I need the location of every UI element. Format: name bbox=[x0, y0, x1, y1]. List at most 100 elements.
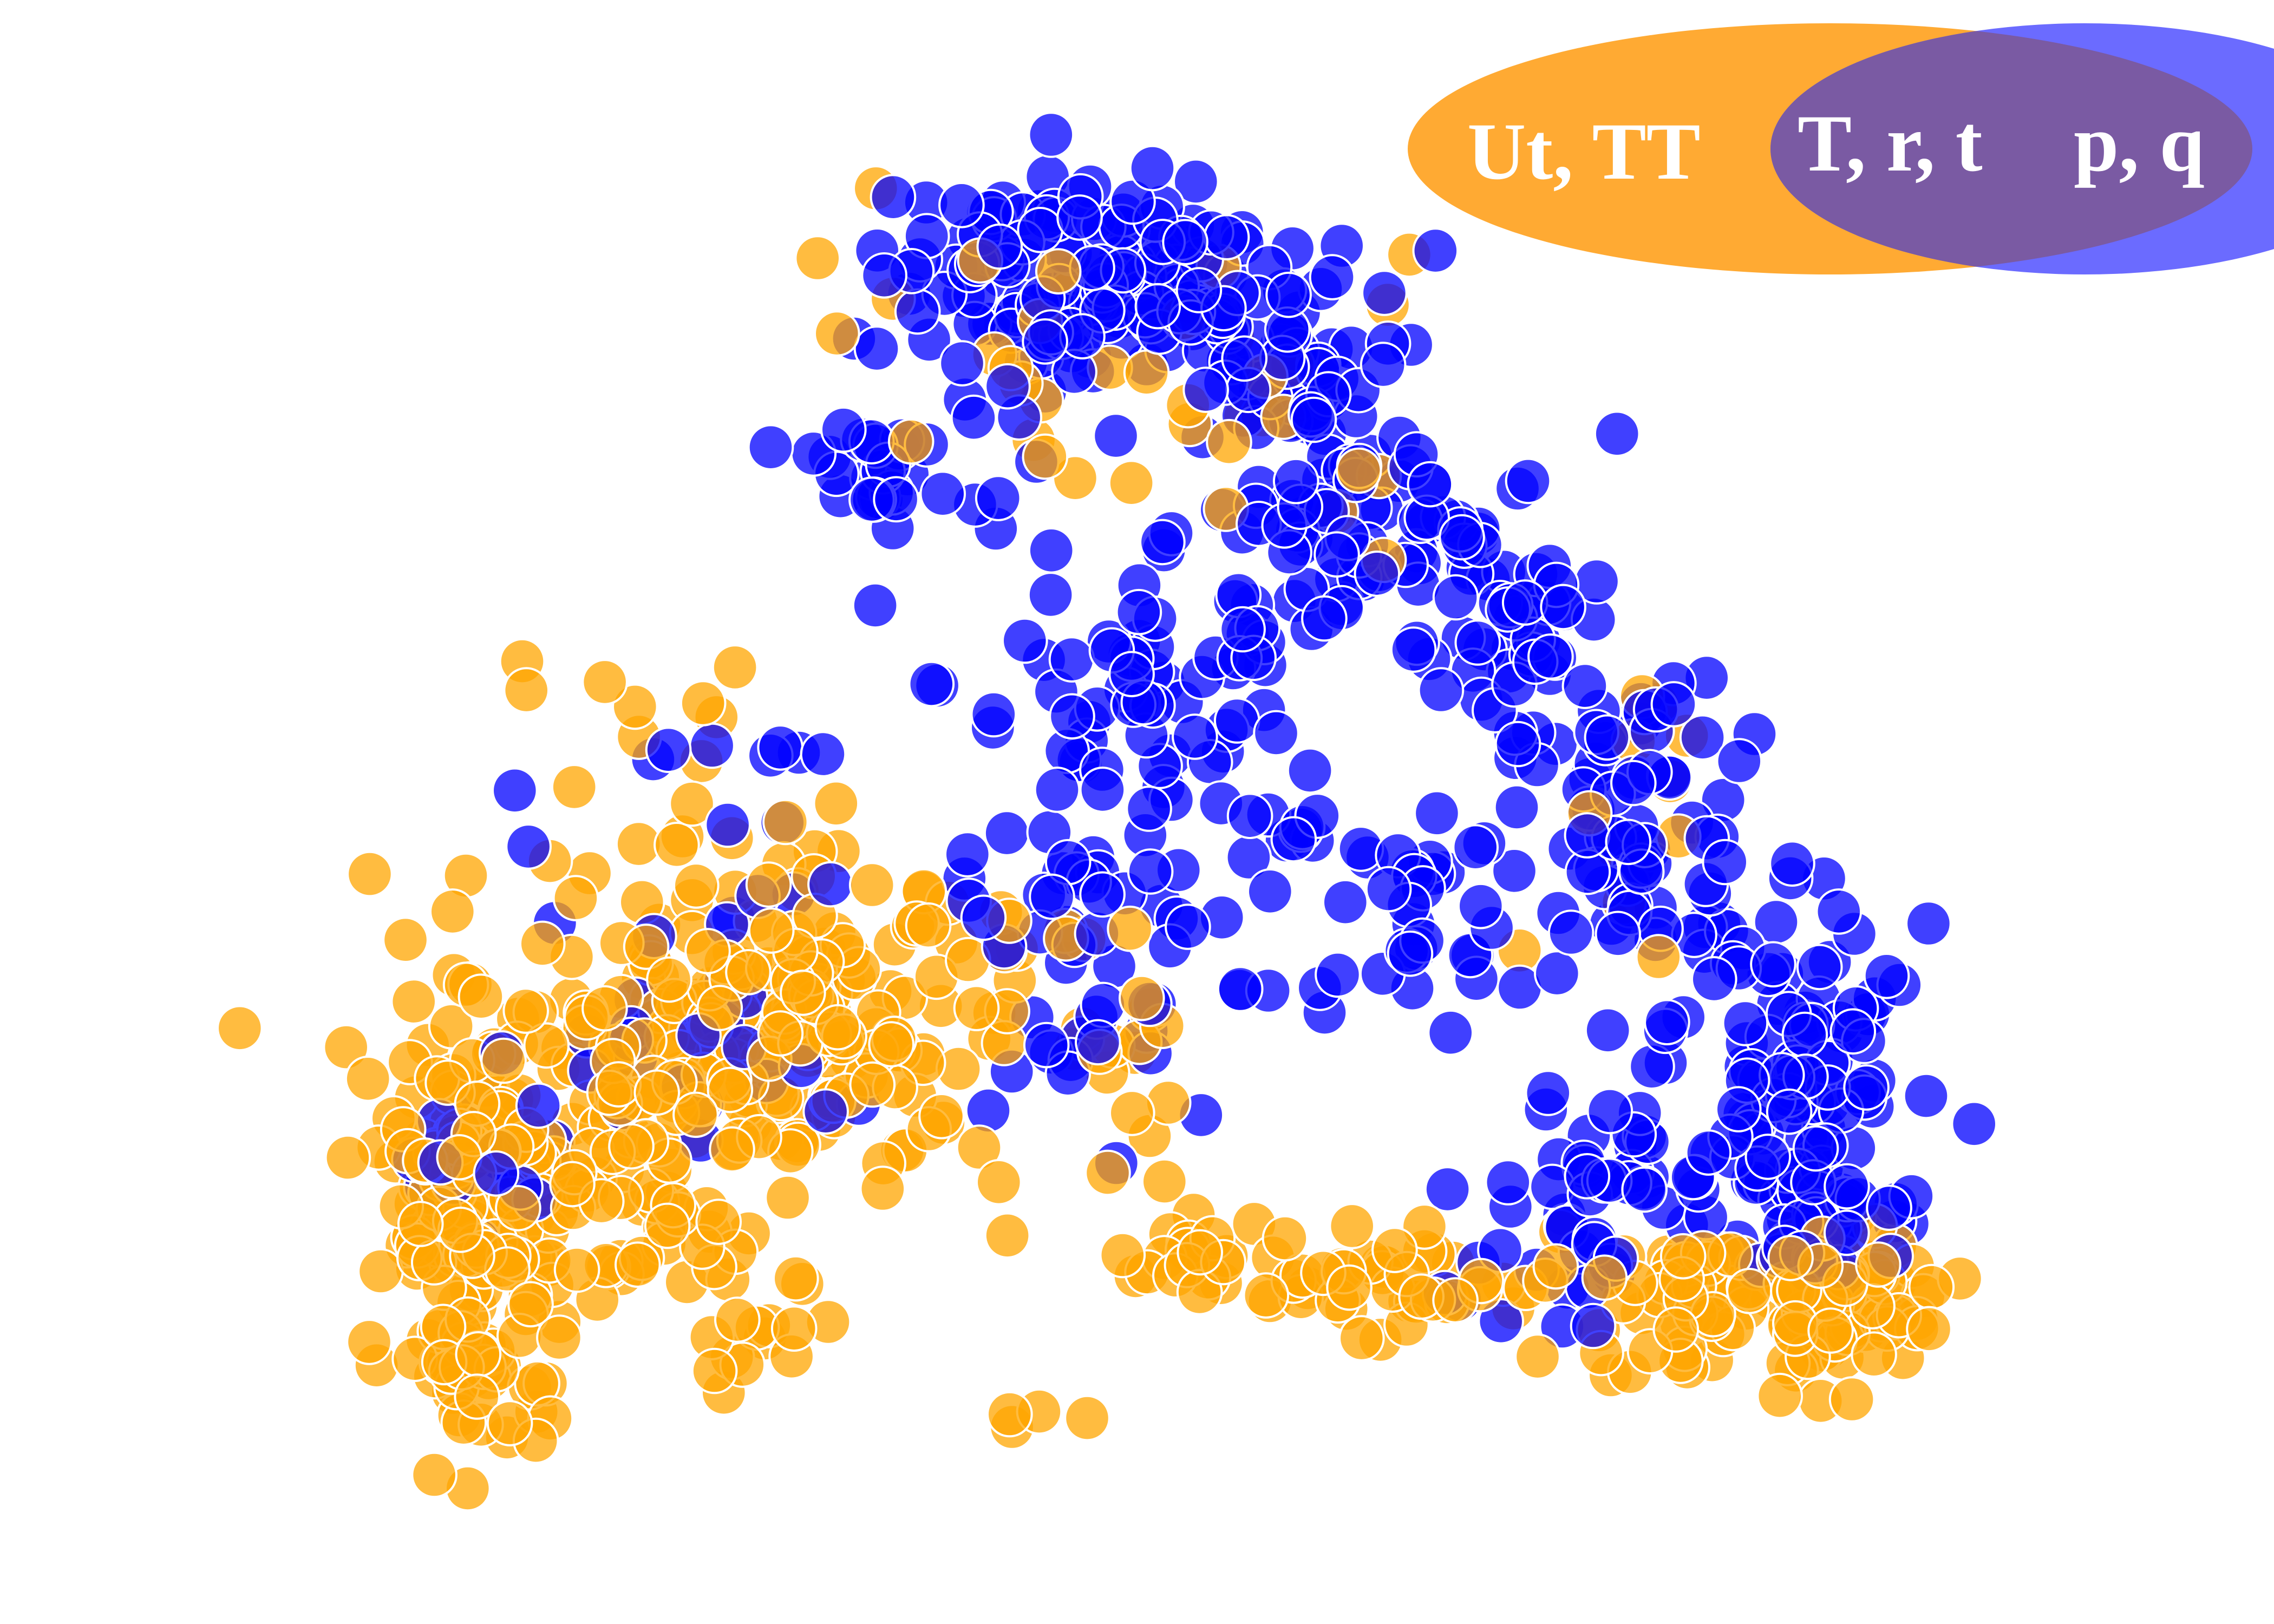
legend-right-label: p, q bbox=[2074, 99, 2205, 188]
orange-point bbox=[1108, 460, 1155, 507]
orange-point bbox=[770, 1305, 818, 1352]
blue-point bbox=[853, 325, 900, 372]
blue-point bbox=[1221, 335, 1267, 382]
orange-point bbox=[1206, 418, 1252, 466]
blue-point bbox=[1314, 531, 1360, 578]
blue-point bbox=[1505, 457, 1552, 505]
blue-point bbox=[473, 1150, 520, 1197]
orange-point bbox=[672, 1091, 719, 1138]
orange-point bbox=[536, 1314, 583, 1361]
blue-point bbox=[1744, 1134, 1792, 1180]
blue-point bbox=[807, 861, 854, 908]
blue-point bbox=[1815, 888, 1863, 935]
orange-point bbox=[669, 780, 715, 827]
orange-point bbox=[428, 1003, 475, 1050]
blue-point bbox=[1570, 1302, 1617, 1350]
orange-point bbox=[814, 310, 860, 357]
orange-point bbox=[1371, 1227, 1418, 1273]
orange-point bbox=[918, 1093, 965, 1140]
blue-point bbox=[1360, 342, 1407, 388]
blue-point bbox=[1564, 1153, 1611, 1200]
blue-point bbox=[1417, 667, 1465, 713]
blue-point bbox=[1217, 966, 1264, 1012]
orange-point bbox=[887, 418, 935, 465]
blue-point bbox=[1534, 950, 1580, 997]
blue-point bbox=[1034, 767, 1081, 813]
blue-point bbox=[939, 340, 985, 387]
blue-point bbox=[1315, 951, 1361, 998]
orange-point bbox=[608, 1123, 655, 1170]
orange-point bbox=[654, 822, 700, 868]
orange-point bbox=[1635, 934, 1682, 980]
blue-point bbox=[1829, 1008, 1877, 1055]
blue-point bbox=[1265, 271, 1312, 318]
blue-point bbox=[1610, 759, 1657, 807]
orange-point bbox=[595, 1061, 642, 1108]
blue-point bbox=[505, 823, 552, 870]
orange-point bbox=[519, 920, 566, 967]
blue-point bbox=[1365, 866, 1412, 913]
blue-point bbox=[1527, 633, 1574, 680]
orange-point bbox=[1329, 1203, 1375, 1249]
blue-point bbox=[1049, 693, 1095, 740]
orange-point bbox=[623, 924, 670, 970]
orange-point bbox=[1064, 1394, 1110, 1442]
blue-point bbox=[1621, 1166, 1668, 1213]
blue-point bbox=[1290, 396, 1337, 443]
blue-point bbox=[1702, 839, 1748, 886]
blue-point bbox=[515, 1082, 562, 1129]
blue-point bbox=[1354, 551, 1401, 597]
orange-point bbox=[1243, 1272, 1290, 1319]
blue-point bbox=[1247, 868, 1293, 915]
blue-point bbox=[1644, 999, 1690, 1045]
blue-point bbox=[1766, 1088, 1813, 1135]
blue-point bbox=[1219, 606, 1266, 653]
blue-point bbox=[1129, 145, 1176, 192]
blue-point bbox=[1716, 738, 1763, 784]
blue-point bbox=[1126, 785, 1172, 832]
orange-point bbox=[633, 1069, 680, 1116]
blue-point bbox=[1439, 514, 1485, 561]
blue-point bbox=[1162, 219, 1208, 266]
orange-point bbox=[1326, 1264, 1373, 1311]
orange-point bbox=[695, 1199, 742, 1245]
blue-point bbox=[747, 424, 794, 471]
blue-point bbox=[1584, 714, 1631, 761]
blue-point bbox=[1691, 956, 1737, 1003]
blue-point bbox=[1134, 283, 1181, 330]
orange-point bbox=[486, 1400, 533, 1446]
blue-point bbox=[1056, 194, 1103, 241]
orange-point bbox=[1767, 1235, 1814, 1281]
blue-point bbox=[1824, 1209, 1870, 1256]
orange-point bbox=[1652, 1306, 1700, 1353]
orange-point bbox=[859, 1165, 906, 1212]
orange-point bbox=[437, 1207, 484, 1253]
blue-point bbox=[1182, 366, 1229, 413]
blue-point bbox=[492, 767, 538, 814]
blue-point bbox=[800, 731, 847, 777]
orange-point bbox=[679, 680, 727, 726]
blue-point bbox=[1226, 793, 1273, 839]
blue-point bbox=[1792, 1125, 1839, 1172]
blue-point bbox=[944, 831, 991, 878]
orange-point bbox=[411, 1451, 458, 1498]
orange-point bbox=[1756, 1372, 1803, 1419]
orange-point bbox=[813, 780, 860, 827]
blue-point bbox=[873, 476, 919, 523]
blue-point bbox=[1564, 812, 1611, 859]
blue-point bbox=[861, 252, 907, 299]
blue-point bbox=[1452, 824, 1499, 870]
blue-point bbox=[950, 394, 997, 441]
orange-point bbox=[429, 888, 476, 935]
blue-point bbox=[1595, 911, 1642, 958]
orange-point bbox=[1659, 1233, 1707, 1280]
orange-point bbox=[1514, 1333, 1561, 1380]
orange-point bbox=[1335, 447, 1382, 494]
orange-point bbox=[1908, 1263, 1955, 1311]
orange-point bbox=[615, 1241, 661, 1288]
blue-point bbox=[1028, 112, 1075, 158]
blue-point bbox=[1390, 626, 1437, 673]
blue-point bbox=[1584, 1007, 1631, 1054]
blue-point bbox=[1525, 1070, 1572, 1116]
